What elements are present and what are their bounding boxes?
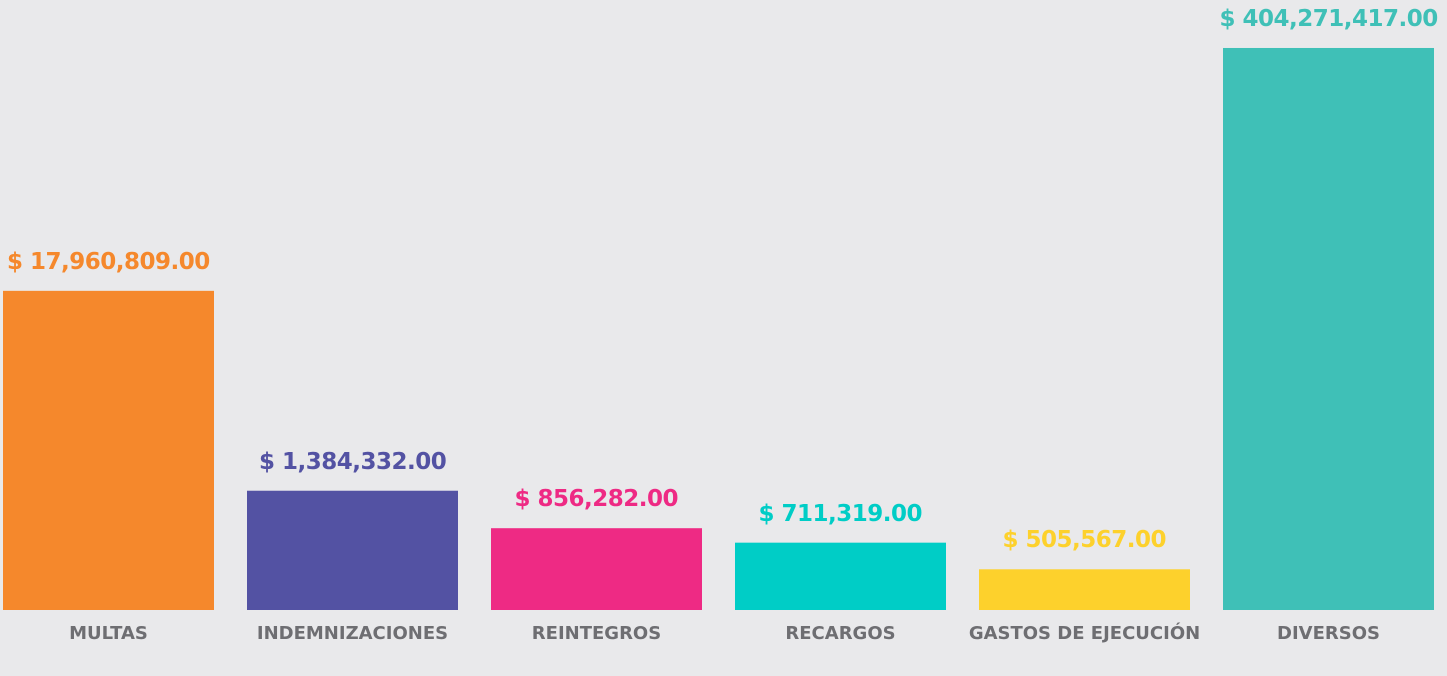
value-label: $ 1,384,332.00 [259,448,447,475]
value-label: $ 856,282.00 [514,486,679,513]
x-tick-label: INDEMNIZACIONES [256,623,449,644]
bar [247,490,458,610]
value-label: $ 711,319.00 [758,500,923,527]
x-tick-label: REINTEGROS [531,623,662,644]
x-tick-label: DIVERSOS [1277,623,1380,644]
bar [3,290,214,610]
bar [1223,47,1434,610]
bar [491,528,702,610]
x-tick-label: GASTOS DE EJECUCIÓN [968,623,1201,644]
x-tick-label: RECARGOS [785,623,896,644]
bar [979,569,1190,610]
value-label: $ 505,567.00 [1002,527,1167,554]
bar [735,542,946,610]
x-tick-label: MULTAS [69,623,148,644]
value-label: $ 17,960,809.00 [7,248,210,275]
value-label: $ 404,271,417.00 [1219,5,1439,32]
